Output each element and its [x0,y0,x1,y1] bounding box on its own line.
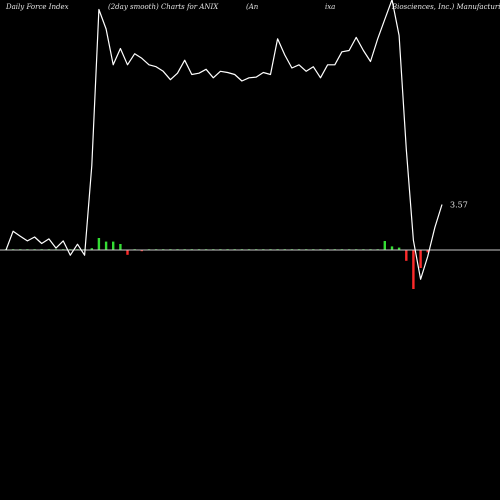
force-bar [140,250,143,252]
header-text-2: (2day smooth) Charts for ANIX [108,3,219,11]
force-bar [383,241,386,250]
force-bar [126,250,129,255]
force-index-line [5,0,443,280]
force-bar [397,247,401,250]
force-bar [119,244,122,250]
force-bar [419,250,422,268]
header-text-5: Biosciences, Inc.) Manufacturing [391,3,500,11]
force-bar [426,250,429,253]
header-text-4: ixa [325,3,335,11]
last-value-label: 3.57 [450,201,468,210]
force-bar [90,248,93,250]
force-bar [112,241,115,250]
header-text-3: (An [246,3,259,11]
force-bar [390,246,394,250]
header-text-1: Daily Force Index [5,3,69,11]
force-bar [412,250,415,289]
force-bar [104,241,108,250]
force-bar [97,238,101,250]
force-bar [405,250,408,261]
